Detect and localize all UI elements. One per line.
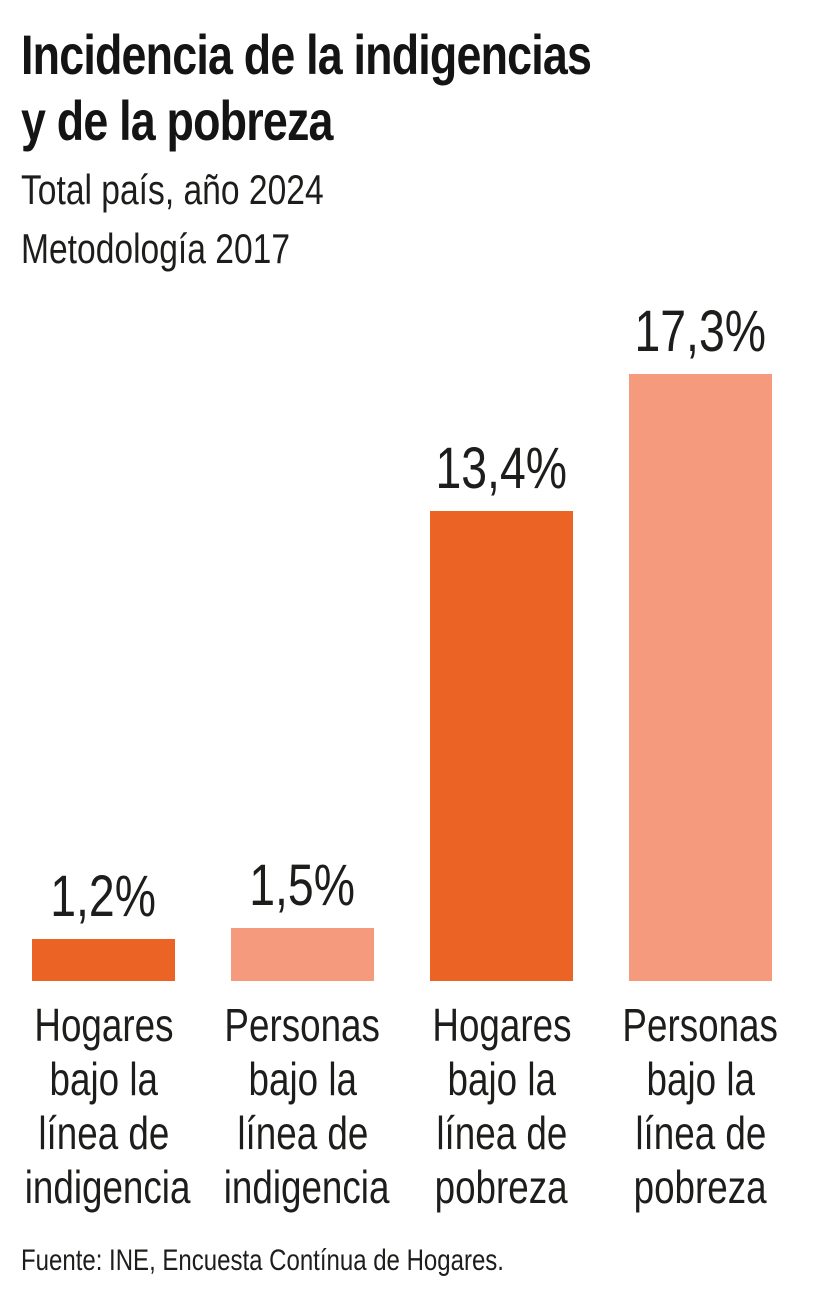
- bar-category-label-line: Personas: [224, 999, 381, 1051]
- chart-title-line-2: y de la pobreza: [21, 88, 734, 154]
- bar-category-label-line: pobreza: [434, 1161, 568, 1213]
- bar-category-label-line: línea de: [38, 1107, 169, 1159]
- bar-category-label: Personas bajo la línea de indigencia: [203, 998, 402, 1214]
- chart-title-text-2: y de la pobreza: [21, 89, 333, 152]
- chart-subtitle: Total país, año 2024 Metodología 2017: [21, 160, 734, 278]
- bar-category-label-line: línea de: [436, 1107, 567, 1159]
- bar-category-label: Hogares bajo la línea de pobreza: [402, 998, 601, 1214]
- bar-column-1: 1,2%: [4, 300, 203, 981]
- bar-category-label-line: pobreza: [633, 1161, 767, 1213]
- bar-category-label-line: Hogares: [33, 999, 174, 1051]
- chart-header: Incidencia de la indigencias y de la pob…: [21, 22, 734, 278]
- bar-column-4: 17,3%: [601, 300, 800, 981]
- bar-category-label: Hogares bajo la línea de indigencia: [4, 998, 203, 1214]
- chart-subtitle-line-1: Total país, año 2024: [21, 160, 734, 219]
- chart-title-line-1: Incidencia de la indigencias: [21, 22, 734, 88]
- bar-category-label-line: bajo la: [248, 1053, 357, 1105]
- bar: [430, 511, 573, 981]
- bar-column-2: 1,5%: [203, 300, 402, 981]
- bar-value-label: 1,5%: [249, 853, 356, 918]
- bar: [231, 928, 374, 981]
- bar-value-label: 17,3%: [634, 299, 767, 364]
- bar-category-label-line: línea de: [237, 1107, 368, 1159]
- bar-category-label-line: bajo la: [447, 1053, 556, 1105]
- chart-subtitle-line-2: Metodología 2017: [21, 219, 734, 278]
- bar-value-label: 13,4%: [435, 436, 568, 501]
- bar-category-label-line: Personas: [622, 999, 779, 1051]
- bar-category-label-line: línea de: [635, 1107, 766, 1159]
- bar-category-label-line: bajo la: [49, 1053, 158, 1105]
- bar-category-label-line: indigencia: [24, 1161, 191, 1213]
- bar-category-label-line: indigencia: [223, 1161, 390, 1213]
- bar-category-label-line: bajo la: [646, 1053, 755, 1105]
- bar: [629, 374, 772, 981]
- source-note-text: Fuente: INE, Encuesta Contínua de Hogare…: [21, 1244, 504, 1277]
- chart-title-text-1: Incidencia de la indigencias: [21, 23, 592, 86]
- chart-subtitle-text-2: Metodología 2017: [21, 225, 291, 272]
- bar-column-3: 13,4%: [402, 300, 601, 981]
- bar-category-label: Personas bajo la línea de pobreza: [601, 998, 800, 1214]
- bar: [32, 939, 175, 981]
- chart-subtitle-text-1: Total país, año 2024: [21, 166, 324, 213]
- chart-category-labels: Hogares bajo la línea de indigencia Personas…: [4, 998, 800, 1214]
- bar-value-label: 1,2%: [50, 864, 157, 929]
- bar-category-label-line: Hogares: [431, 999, 572, 1051]
- bar-chart: 1,2% 1,5% 13,4% 17,3%: [4, 300, 800, 981]
- source-note: Fuente: INE, Encuesta Contínua de Hogare…: [21, 1243, 625, 1279]
